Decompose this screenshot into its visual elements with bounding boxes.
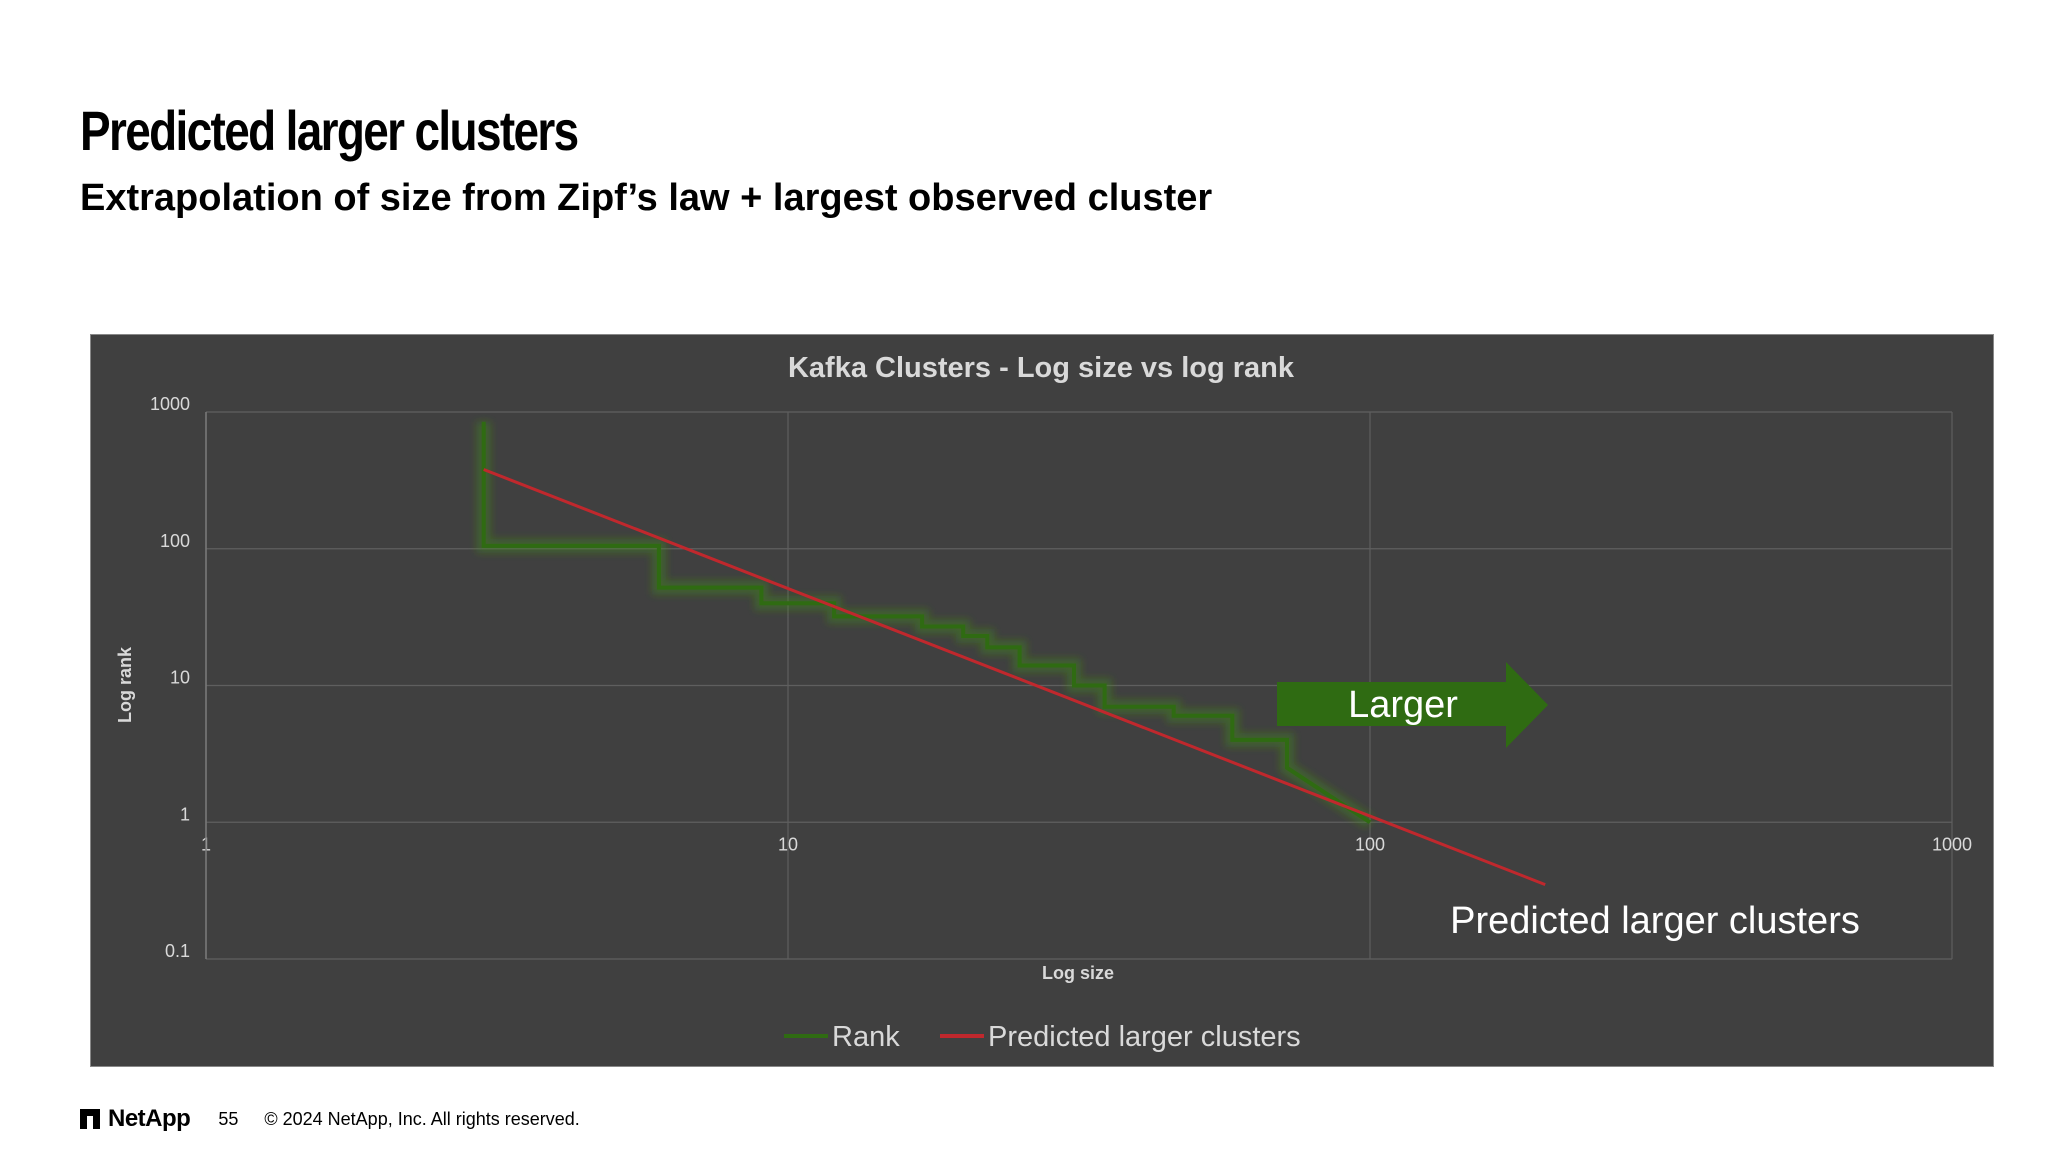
- y-tick-label: 10: [170, 668, 190, 688]
- x-tick-label: 100: [1355, 834, 1385, 854]
- x-tick-label: 1000: [1932, 834, 1972, 854]
- chart-title: Kafka Clusters - Log size vs log rank: [788, 352, 1295, 384]
- series-rank-line: [481, 421, 1372, 824]
- chart-area: Kafka Clusters - Log size vs log rank 10…: [90, 334, 1994, 1067]
- slide-title: Predicted larger clusters: [80, 99, 579, 162]
- chart: Kafka Clusters - Log size vs log rank 10…: [115, 352, 1972, 1053]
- y-tick-label: 0.1: [165, 941, 190, 961]
- y-tick-label: 100: [160, 531, 190, 551]
- prediction-label: Predicted larger clusters: [1450, 900, 1860, 942]
- netapp-logo-icon: [80, 1109, 100, 1129]
- larger-arrow-icon: [1277, 662, 1548, 748]
- series: [476, 421, 1546, 886]
- legend-rank-label: Rank: [832, 1021, 900, 1053]
- slide-subtitle: Extrapolation of size from Zipf’s law + …: [80, 177, 1213, 219]
- footer: NetApp 55 © 2024 NetApp, Inc. All rights…: [80, 1104, 580, 1134]
- series-rank-glow: [476, 421, 1374, 829]
- page-number: 55: [218, 1108, 239, 1129]
- y-tick-label: 1: [180, 804, 190, 824]
- x-axis-label: Log size: [1042, 963, 1114, 983]
- y-tick-label: 1000: [150, 394, 190, 414]
- logo-text: NetApp: [108, 1105, 191, 1132]
- legend: Rank Predicted larger clusters: [784, 1021, 1301, 1053]
- series-predicted-line: [483, 468, 1546, 886]
- annotations: Larger Predicted larger clusters: [1277, 662, 1860, 942]
- legend-predicted-label: Predicted larger clusters: [988, 1021, 1301, 1053]
- arrow-label: Larger: [1348, 684, 1458, 726]
- copyright: © 2024 NetApp, Inc. All rights reserved.: [264, 1108, 580, 1129]
- x-tick-label: 10: [778, 834, 798, 854]
- y-axis-label: Log rank: [115, 646, 135, 723]
